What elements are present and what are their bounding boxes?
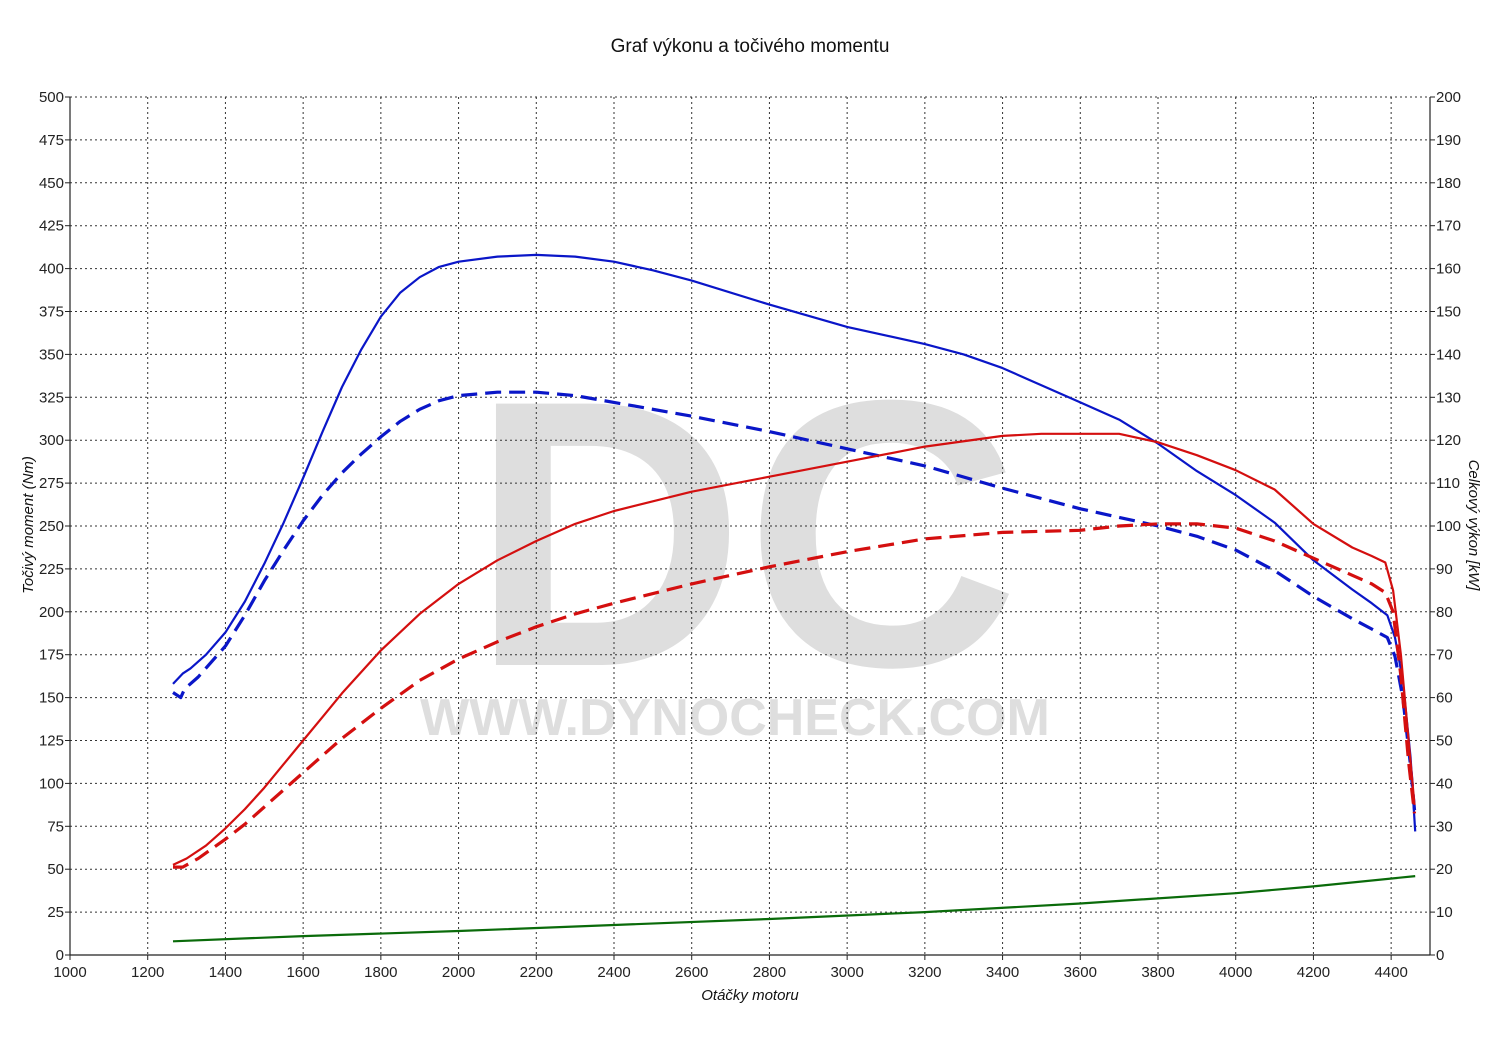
x-tick-label: 2200 — [520, 964, 553, 981]
tick-labels: 1000 1200 1400 1600 1800 2000 2200 2400 2600 2800… — [39, 89, 1461, 981]
x-tick-label: 3800 — [1141, 964, 1174, 981]
y-left-tick-label: 325 — [39, 389, 64, 406]
y-right-tick-label: 140 — [1436, 346, 1461, 363]
x-tick-label: 4200 — [1297, 964, 1330, 981]
x-tick-label: 1200 — [131, 964, 164, 981]
y-right-tick-label: 180 — [1436, 175, 1461, 192]
y-left-tick-label: 175 — [39, 647, 64, 664]
watermark-logo: DC — [471, 321, 1020, 746]
series-line-3 — [172, 432, 1416, 866]
y-right-tick-label: 100 — [1436, 518, 1461, 535]
series-line-2 — [172, 390, 1417, 818]
y-right-tick-label: 110 — [1436, 475, 1460, 492]
grid — [70, 96, 1430, 955]
y-right-tick-label: 30 — [1436, 818, 1453, 835]
series-line-4 — [173, 522, 1417, 869]
x-tick-label: 1000 — [53, 964, 86, 981]
y-left-tick-label: 375 — [39, 304, 64, 321]
y-right-tick-label: 10 — [1436, 904, 1453, 921]
y-left-tick-label: 50 — [47, 861, 64, 878]
y-left-tick-label: 150 — [39, 690, 64, 707]
y-left-tick-label: 500 — [39, 89, 64, 106]
y-left-tick-label: 100 — [39, 775, 64, 792]
x-tick-label: 2000 — [442, 964, 475, 981]
y-right-tick-label: 0 — [1436, 947, 1444, 964]
y-left-tick-label: 425 — [39, 218, 64, 235]
y-right-tick-label: 150 — [1436, 304, 1461, 321]
y-right-tick-label: 60 — [1436, 690, 1453, 707]
x-tick-label: 1800 — [364, 964, 397, 981]
x-tick-label: 2800 — [753, 964, 786, 981]
series-line-5 — [172, 875, 1416, 943]
x-tick-label: 1400 — [209, 964, 242, 981]
x-tick-label: 1600 — [286, 964, 319, 981]
y-left-tick-label: 400 — [39, 261, 64, 278]
y-right-tick-label: 160 — [1436, 261, 1461, 278]
y-left-tick-label: 350 — [39, 346, 64, 363]
y-left-tick-label: 200 — [39, 604, 64, 621]
y-right-tick-label: 80 — [1436, 604, 1453, 621]
y-axis-right-label: Celkový výkon [kW] — [1465, 460, 1482, 592]
x-tick-label: 2600 — [675, 964, 708, 981]
y-right-tick-label: 20 — [1436, 861, 1453, 878]
watermark-text: WWW.DYNOCHECK.COM — [420, 689, 1050, 747]
y-right-tick-label: 120 — [1436, 432, 1461, 449]
x-tick-label: 4400 — [1374, 964, 1407, 981]
y-right-tick-label: 170 — [1436, 218, 1461, 235]
y-left-tick-label: 250 — [39, 518, 64, 535]
y-left-tick-label: 75 — [47, 818, 64, 835]
chart-title: Graf výkonu a točivého momentu — [611, 36, 890, 57]
y-left-tick-label: 125 — [39, 733, 64, 750]
x-axis-label: Otáčky motoru — [701, 987, 799, 1004]
series-lines — [172, 253, 1417, 943]
x-tick-label: 4000 — [1219, 964, 1252, 981]
y-right-tick-label: 40 — [1436, 775, 1453, 792]
y-left-tick-label: 450 — [39, 175, 64, 192]
y-right-tick-label: 70 — [1436, 647, 1453, 664]
y-right-tick-label: 190 — [1436, 132, 1461, 149]
x-tick-label: 3600 — [1064, 964, 1097, 981]
series-line-1 — [172, 253, 1417, 832]
y-right-tick-label: 200 — [1436, 89, 1461, 106]
x-tick-label: 3400 — [986, 964, 1019, 981]
x-tick-label: 2400 — [597, 964, 630, 981]
y-left-tick-label: 275 — [39, 475, 64, 492]
y-right-tick-label: 50 — [1436, 733, 1453, 750]
y-left-tick-label: 300 — [39, 432, 64, 449]
x-tick-label: 3200 — [908, 964, 941, 981]
y-left-tick-label: 475 — [39, 132, 64, 149]
x-tick-label: 3000 — [830, 964, 863, 981]
y-right-tick-label: 90 — [1436, 561, 1453, 578]
y-left-tick-label: 25 — [47, 904, 64, 921]
y-right-tick-label: 130 — [1436, 389, 1461, 406]
y-left-tick-label: 0 — [56, 947, 64, 964]
y-left-tick-label: 225 — [39, 561, 64, 578]
y-axis-left-label: Točivý moment (Nm) — [20, 456, 37, 594]
